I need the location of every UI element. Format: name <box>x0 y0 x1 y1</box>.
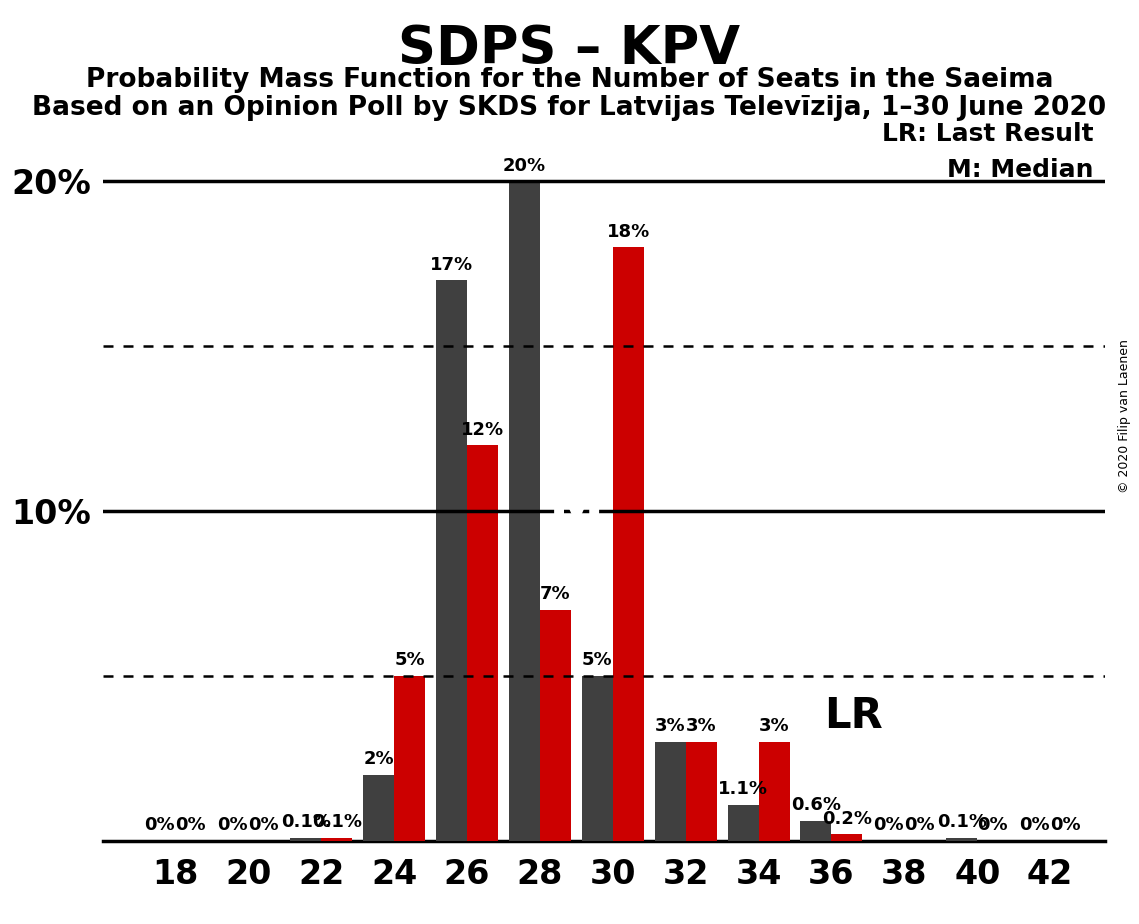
Text: Based on an Opinion Poll by SKDS for Latvijas Televīzija, 1–30 June 2020: Based on an Opinion Poll by SKDS for Lat… <box>32 95 1107 121</box>
Bar <box>509 181 540 841</box>
Bar <box>801 821 831 841</box>
Text: 0.1%: 0.1% <box>312 813 362 831</box>
Text: 0.1%: 0.1% <box>936 813 986 831</box>
Text: 0%: 0% <box>248 816 279 834</box>
Text: 1.1%: 1.1% <box>718 780 768 798</box>
Bar <box>613 248 644 841</box>
Text: 0%: 0% <box>904 816 935 834</box>
Bar <box>582 676 613 841</box>
Bar <box>947 837 977 841</box>
Text: 0.6%: 0.6% <box>790 796 841 814</box>
Text: LR: Last Result: LR: Last Result <box>883 122 1093 146</box>
Text: 5%: 5% <box>582 651 613 669</box>
Text: 0%: 0% <box>1019 816 1050 834</box>
Text: M: Median: M: Median <box>948 158 1093 182</box>
Text: 0.1%: 0.1% <box>280 813 330 831</box>
Bar <box>831 834 862 841</box>
Text: 0%: 0% <box>218 816 248 834</box>
Text: © 2020 Filip van Laenen: © 2020 Filip van Laenen <box>1117 339 1131 492</box>
Text: 2%: 2% <box>363 750 394 769</box>
Bar <box>728 805 759 841</box>
Bar <box>436 280 467 841</box>
Text: 12%: 12% <box>461 420 505 439</box>
Bar <box>686 742 716 841</box>
Text: Probability Mass Function for the Number of Seats in the Saeima: Probability Mass Function for the Number… <box>85 67 1054 92</box>
Text: 3%: 3% <box>686 717 716 736</box>
Text: SDPS – KPV: SDPS – KPV <box>399 23 740 75</box>
Text: M: M <box>549 484 604 538</box>
Bar <box>394 676 425 841</box>
Bar <box>467 445 498 841</box>
Text: 0.2%: 0.2% <box>822 809 872 828</box>
Bar <box>363 775 394 841</box>
Text: 20%: 20% <box>502 157 546 175</box>
Text: 0%: 0% <box>145 816 175 834</box>
Text: 0%: 0% <box>1050 816 1081 834</box>
Text: 0%: 0% <box>977 816 1008 834</box>
Text: 3%: 3% <box>655 717 686 736</box>
Bar <box>540 610 571 841</box>
Text: 17%: 17% <box>429 256 473 274</box>
Text: 0%: 0% <box>175 816 206 834</box>
Bar <box>290 837 321 841</box>
Bar <box>655 742 686 841</box>
Text: 0%: 0% <box>874 816 904 834</box>
Text: 3%: 3% <box>759 717 789 736</box>
Bar <box>321 837 352 841</box>
Bar <box>759 742 789 841</box>
Text: LR: LR <box>825 695 883 736</box>
Text: 18%: 18% <box>607 223 650 241</box>
Text: 5%: 5% <box>394 651 425 669</box>
Text: 7%: 7% <box>540 586 571 603</box>
